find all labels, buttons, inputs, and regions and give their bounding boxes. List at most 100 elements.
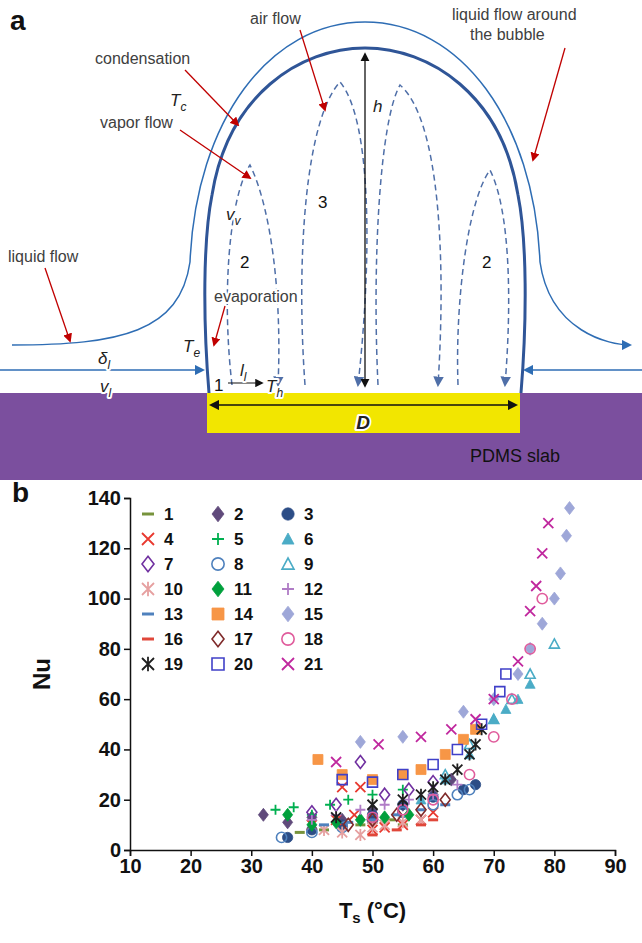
- liquid-line-left: [0, 369, 203, 371]
- bubble-outline: [205, 48, 525, 393]
- y-axis-line: [124, 499, 131, 851]
- y-tick: 40: [99, 738, 130, 760]
- symbol-subscript: l: [109, 386, 112, 400]
- point: [404, 783, 414, 796]
- point: [465, 748, 475, 760]
- label: PDMS slab: [470, 446, 560, 466]
- series-points: [283, 780, 481, 843]
- legend-item: 21: [282, 655, 323, 674]
- point: [440, 749, 450, 759]
- legend-label: 13: [164, 605, 183, 624]
- label: evaporation: [214, 288, 298, 305]
- point: [331, 757, 341, 767]
- point: [295, 831, 305, 834]
- figure: aair flowliquid flow aroundthe bubblecon…: [0, 0, 642, 943]
- series-points: [313, 724, 481, 784]
- point: [355, 782, 365, 792]
- pointer-arrow: [45, 268, 70, 341]
- x-axis-title-base: T: [339, 898, 353, 923]
- point: [416, 732, 426, 742]
- point: [471, 738, 481, 750]
- panel-b: b102030405060708090020406080100120140Ts …: [12, 477, 627, 926]
- point: [513, 668, 523, 681]
- y-tick-mark: [124, 649, 130, 651]
- legend-label: 18: [304, 630, 323, 649]
- x-tick-label: 40: [301, 855, 323, 877]
- point: [398, 794, 408, 806]
- point: [501, 669, 511, 679]
- circulation-loop: [227, 165, 279, 385]
- pointer-arrow: [180, 130, 250, 178]
- series-points: [319, 805, 450, 825]
- region-number: 2: [240, 253, 249, 272]
- point: [380, 788, 390, 801]
- pdms-slab: [0, 393, 642, 480]
- point: [464, 785, 474, 795]
- series-points: [337, 669, 511, 787]
- point: [355, 829, 365, 841]
- point: [355, 813, 365, 826]
- point: [368, 790, 378, 800]
- legend-item: 13: [142, 605, 183, 624]
- y-axis: 020406080100120140: [88, 487, 131, 861]
- symbol-base: h: [373, 97, 382, 116]
- symbol-label: ll: [240, 361, 247, 384]
- y-tick: 120: [88, 537, 130, 559]
- points: [258, 502, 574, 843]
- heater: [207, 393, 520, 433]
- symbol-subscript: l: [107, 358, 110, 372]
- point: [565, 502, 575, 515]
- y-tick-label: 80: [99, 638, 121, 660]
- legend-marker: [142, 533, 154, 545]
- label: liquid flow: [8, 248, 79, 265]
- series-points: [440, 639, 559, 779]
- series-points: [307, 782, 438, 835]
- point: [289, 802, 299, 812]
- point: [428, 795, 438, 805]
- point: [464, 769, 474, 779]
- symbol-label: vl: [100, 377, 112, 400]
- legend-item: 11: [212, 580, 252, 599]
- legend-label: 5: [234, 530, 243, 549]
- symbol-subscript: l: [244, 370, 247, 384]
- series-points: [307, 780, 463, 825]
- legend-item: 9: [282, 555, 313, 574]
- symbol-base: D: [356, 412, 370, 433]
- y-tick-label: 20: [99, 789, 121, 811]
- legend-marker: [282, 533, 294, 544]
- series-points: [283, 808, 414, 831]
- y-tick-mark: [124, 548, 130, 550]
- symbol-subscript: v: [235, 214, 242, 228]
- series-points: [331, 518, 553, 767]
- y-tick-mark: [124, 699, 130, 701]
- y-tick-mark: [124, 498, 130, 500]
- point: [452, 764, 462, 776]
- point: [501, 704, 511, 713]
- label: vapor flow: [100, 114, 173, 131]
- point: [276, 832, 286, 842]
- legend-label: 12: [304, 580, 323, 599]
- legend-item: 19: [142, 655, 183, 674]
- legend-item: 4: [142, 530, 174, 549]
- point: [537, 593, 547, 603]
- point: [355, 805, 365, 815]
- legend-item: 15: [282, 605, 323, 624]
- point: [495, 687, 505, 697]
- point: [428, 818, 438, 821]
- symbol-subscript: h: [276, 386, 283, 400]
- series-points: [331, 723, 487, 823]
- circulation-loop: [376, 85, 441, 385]
- point: [416, 765, 426, 775]
- legend-marker: [282, 658, 294, 670]
- legend-marker: [142, 513, 154, 516]
- liquid-line-right: [525, 369, 642, 371]
- legend-item: 6: [282, 530, 313, 549]
- x-tick: 20: [180, 850, 202, 877]
- point: [525, 606, 535, 616]
- region-number: 1: [214, 376, 223, 395]
- point: [368, 775, 378, 785]
- legend-item: 12: [282, 580, 323, 599]
- legend-label: 6: [304, 530, 313, 549]
- y-tick: 20: [99, 789, 130, 811]
- legend-label: 21: [304, 655, 323, 674]
